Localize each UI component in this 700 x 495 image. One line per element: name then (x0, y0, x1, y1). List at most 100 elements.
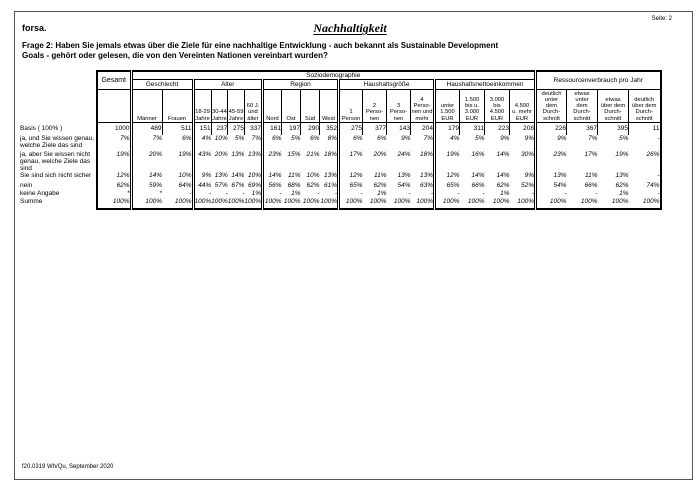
table-cell: 6% (261, 134, 282, 151)
table-cell: - (531, 189, 534, 197)
table-cell: - (242, 189, 245, 197)
table-cell: 377 (362, 122, 387, 135)
table-cell: 54% (397, 181, 411, 189)
table-body: Basis ( 100% ) 1000 489 511 151 237 275 337 161 1… (20, 122, 662, 210)
table-cell: 19% (615, 150, 629, 158)
table-cell: 54% (534, 181, 567, 190)
group-header: Alter (191, 79, 263, 90)
table-cell: 18% (419, 150, 433, 158)
table-cell: 12% (433, 171, 460, 182)
table-cell: 62% (615, 181, 629, 189)
question-line-2: Goals - gehört oder gelesen, die von den… (22, 50, 328, 60)
table-cell: - (628, 189, 662, 198)
table-cell: 100% (628, 197, 662, 210)
table-cell: 20% (373, 150, 387, 158)
table-cell: 100% (534, 197, 567, 210)
table-cell: 311 (459, 122, 485, 135)
row-label: ja, aber Sie wissen nicht genau, welche … (20, 150, 91, 172)
table-cell: 74% (628, 181, 662, 190)
table-cell: 14% (129, 171, 162, 182)
table-cell: 1% (377, 189, 387, 197)
table-cell: 100% (337, 197, 363, 210)
page-number: Seite: 2 (651, 16, 672, 22)
table-cell: 62% (373, 181, 387, 189)
table-cell: 100% (362, 197, 387, 210)
table-cell: 5% (291, 134, 301, 142)
column-header: Männer (129, 89, 162, 123)
table-cell: 14% (471, 171, 485, 179)
table-cell: 13% (214, 171, 228, 179)
ressourcenverbrauch-group-header: Ressourcenverbrauch pro Jahr (534, 70, 662, 90)
footer-note: f20.0319 Wh/Qu, September 2020 (22, 464, 114, 470)
column-header: Ost (281, 89, 301, 123)
table-cell: 6% (337, 134, 363, 151)
table-cell: 9% (524, 134, 534, 142)
table-cell: * (129, 189, 162, 198)
table-cell: 23% (261, 150, 282, 172)
table-cell: 100% (96, 197, 131, 210)
table-cell: 100% (319, 197, 339, 210)
table-cell: 1% (619, 189, 629, 197)
group-header: Haushaltsnettoeinkommen (433, 79, 536, 90)
table-cell: 11% (584, 171, 598, 179)
table-cell: 24% (397, 150, 411, 158)
table-cell: 100% (459, 197, 485, 210)
table-cell: 17% (584, 150, 598, 158)
table-cell: 9% (524, 171, 534, 179)
column-header: Nord (261, 89, 282, 123)
table-cell: 4% (433, 134, 460, 151)
table-cell: 100% (281, 197, 301, 210)
table-cell: 9% (401, 134, 411, 142)
table-cell: 16% (471, 150, 485, 158)
table-cell: 13% (323, 171, 337, 179)
table-cell: 10% (306, 171, 320, 179)
table-cell: 21% (306, 150, 320, 158)
table-cell: 17% (337, 150, 363, 172)
table-cell: - (261, 189, 282, 198)
table-cell: 7% (423, 134, 433, 142)
table-cell: 179 (433, 122, 460, 135)
table-cell: 100% (261, 197, 282, 210)
table-cell: 64% (178, 181, 192, 189)
table-cell: 337 (243, 122, 263, 135)
table-cell: 12% (96, 171, 131, 182)
table-cell: 204 (410, 122, 435, 135)
table-cell: 13% (247, 150, 261, 158)
column-header: 60 J. und älter (243, 89, 263, 123)
gesamt-header: Gesamt (96, 70, 131, 90)
table-cell: 100% (386, 197, 411, 210)
column-header: 4 Perso- nen und mehr (410, 89, 435, 123)
table-cell: - (628, 171, 662, 182)
table-cell: 8% (327, 134, 337, 142)
table-cell: 1% (251, 189, 261, 197)
table-cell: 275 (227, 122, 245, 135)
table-cell: - (334, 189, 337, 197)
group-header: Geschlecht (129, 79, 193, 90)
column-header: 18-29 Jahre (191, 89, 212, 123)
table-cell: 223 (484, 122, 510, 135)
table-cell: 100% (227, 197, 245, 210)
table-cell: 23% (534, 150, 567, 172)
table-cell: 367 (566, 122, 598, 135)
table-cell: 5% (619, 134, 629, 142)
table-cell: 13% (231, 150, 245, 158)
table-cell: 56% (261, 181, 282, 190)
table-cell: 208 (509, 122, 536, 135)
table-cell: 7% (251, 134, 261, 142)
column-header: West (319, 89, 339, 123)
table-cell: 100% (433, 197, 460, 210)
table-cell: - (482, 189, 485, 197)
table-cell: - (191, 189, 212, 198)
table-cell: - (408, 189, 411, 197)
question-text: Frage 2: Haben Sie jemals etwas über die… (22, 41, 498, 60)
table-cell: 11 (628, 122, 662, 135)
row-label: Sie sind sich nicht sicher (20, 171, 92, 179)
table-cell: 143 (386, 122, 411, 135)
table-cell: 57% (214, 181, 228, 189)
table-cell: 13% (397, 171, 411, 179)
table-cell: 66% (584, 181, 598, 189)
table-cell: 20% (129, 150, 162, 172)
table-cell: 275 (337, 122, 363, 135)
table-cell: 44% (191, 181, 212, 190)
table-cell: 9% (534, 134, 567, 151)
